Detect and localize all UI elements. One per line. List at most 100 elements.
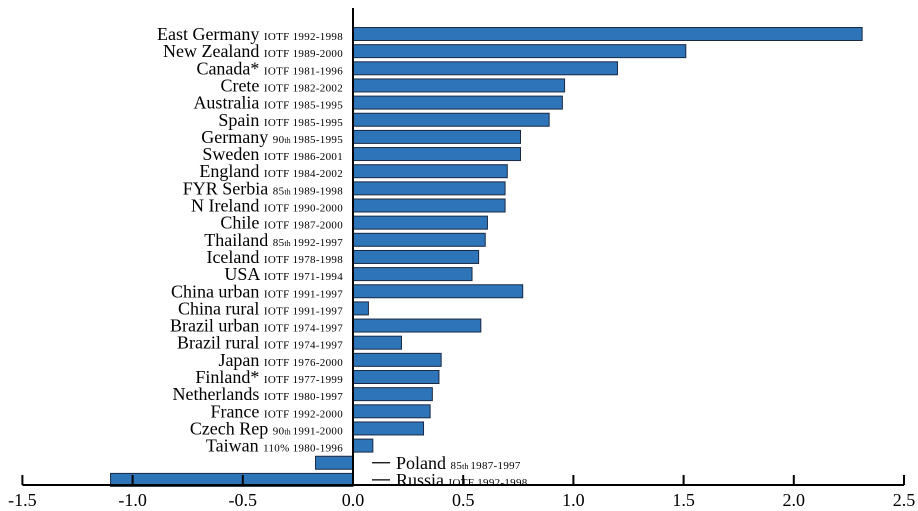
label-period: 1991-2000	[293, 425, 344, 437]
label-name: East Germany	[157, 24, 264, 44]
label-reference-suffix: th	[284, 136, 292, 145]
label-name: Netherlands	[172, 384, 263, 404]
bar-australia	[352, 95, 563, 110]
label-reference: IOTF	[264, 254, 293, 266]
label-thailand: Thailand 85th 1992-1997	[204, 230, 343, 250]
label-reference: IOTF	[264, 288, 293, 300]
label-period: 1991-1997	[293, 305, 344, 317]
label-period: 1989-2000	[293, 48, 344, 60]
label-period: 1981-1996	[293, 65, 344, 77]
label-name: Spain	[218, 110, 264, 130]
label-spain: Spain IOTF 1985-1995	[218, 110, 343, 130]
axes-group: -1.5 -1.0 -0.5 0.0 0.5 1.0 1.5 2.0 2.5	[8, 8, 915, 510]
label-sweden: Sweden IOTF 1986-2001	[202, 144, 343, 164]
label-reference: IOTF	[264, 82, 293, 94]
bar-crete	[352, 78, 566, 93]
bar-n-ireland	[352, 198, 506, 213]
label-czech-rep: Czech Rep 90th 1991-2000	[190, 418, 343, 438]
label-reference: IOTF	[264, 340, 293, 352]
label-finland: Finland* IOTF 1977-1999	[195, 367, 343, 387]
label-reference: 110%	[263, 443, 293, 455]
label-france: France IOTF 1992-2000	[210, 401, 343, 421]
label-reference: IOTF	[264, 374, 293, 386]
label-iceland: Iceland IOTF 1978-1998	[206, 247, 343, 267]
bar-thailand	[352, 232, 486, 247]
label-reference-suffix: th	[462, 462, 470, 471]
bar-netherlands	[352, 387, 433, 402]
label-period: 1987-1997	[470, 460, 521, 472]
label-name: USA	[224, 264, 264, 284]
label-period: 1977-1999	[293, 374, 344, 386]
label-name: Thailand	[204, 230, 272, 250]
x-tick-label: 0.5	[452, 490, 475, 510]
label-period: 1985-1995	[293, 134, 344, 146]
bar-germany	[352, 129, 522, 144]
label-reference-suffix: th	[284, 239, 292, 248]
x-tick-label: 0.0	[342, 490, 365, 510]
label-period: 1978-1998	[293, 254, 344, 266]
label-reference-suffix: th	[284, 427, 292, 436]
label-name: Sweden	[202, 144, 264, 164]
label-period: 1986-2001	[293, 151, 343, 163]
label-period: 1974-1997	[293, 340, 344, 352]
label-china-rural: China rural IOTF 1991-1997	[178, 298, 343, 318]
label-england: England IOTF 1984-2002	[199, 161, 343, 181]
label-period: 1985-1995	[293, 117, 344, 129]
label-name: Taiwan	[206, 436, 263, 456]
label-period: 1980-1996	[293, 443, 344, 455]
label-reference: IOTF	[264, 100, 293, 112]
bar-iceland	[352, 249, 480, 264]
label-reference: IOTF	[264, 48, 293, 60]
label-name: N Ireland	[191, 196, 264, 216]
label-reference: IOTF	[264, 168, 293, 180]
label-reference: IOTF	[264, 117, 293, 129]
label-japan: Japan IOTF 1976-2000	[218, 350, 343, 370]
label-name: Japan	[218, 350, 263, 370]
x-tick-label: -0.5	[229, 490, 258, 510]
label-reference: 85	[273, 185, 285, 197]
label-germany: Germany 90th 1985-1995	[201, 127, 343, 147]
label-russia: Russia IOTF 1992-1998	[396, 470, 528, 490]
x-tick-label: 2.0	[783, 490, 806, 510]
label-usa: USA IOTF 1971-1994	[224, 264, 343, 284]
label-taiwan: Taiwan 110% 1980-1996	[206, 436, 343, 456]
x-tick-label: -1.0	[118, 490, 147, 510]
label-reference: 90	[273, 425, 285, 437]
label-fyr-serbia: FYR Serbia 85th 1989-1998	[183, 178, 343, 198]
label-period: 1992-2000	[293, 408, 344, 420]
label-reference: IOTF	[264, 203, 293, 215]
bar-new-zealand	[352, 44, 687, 59]
label-name: Germany	[201, 127, 272, 147]
label-east-germany: East Germany IOTF 1992-1998	[157, 24, 343, 44]
label-period: 1971-1994	[293, 271, 344, 283]
bar-england	[352, 164, 508, 179]
label-name: China rural	[178, 298, 264, 318]
label-reference: IOTF	[264, 271, 293, 283]
bar-canada	[352, 61, 618, 76]
label-period: 1992-1997	[293, 237, 344, 249]
label-reference: IOTF	[264, 391, 293, 403]
label-netherlands: Netherlands IOTF 1980-1997	[172, 384, 343, 404]
label-canada: Canada* IOTF 1981-1996	[196, 58, 343, 78]
label-reference: IOTF	[264, 305, 293, 317]
label-reference: IOTF	[264, 357, 293, 369]
bar-usa	[352, 267, 473, 282]
label-name: Czech Rep	[190, 418, 273, 438]
bar-brazil-rural	[352, 335, 402, 350]
label-period: 1974-1997	[293, 323, 344, 335]
label-poland: Poland 85th 1987-1997	[396, 453, 521, 473]
x-tick-label: 1.5	[672, 490, 695, 510]
label-reference: IOTF	[264, 220, 293, 232]
label-reference: 85	[273, 237, 285, 249]
bar-east-germany	[352, 27, 863, 41]
label-name: Brazil urban	[170, 316, 264, 336]
bar-brazil-urban	[352, 318, 482, 333]
label-name: Russia	[396, 470, 449, 490]
bar-fyr-serbia	[352, 181, 506, 196]
bar-spain	[352, 112, 550, 127]
label-name: Iceland	[206, 247, 263, 267]
label-reference: IOTF	[264, 151, 293, 163]
x-tick-label: -1.5	[8, 490, 37, 510]
label-period: 1990-2000	[293, 203, 344, 215]
